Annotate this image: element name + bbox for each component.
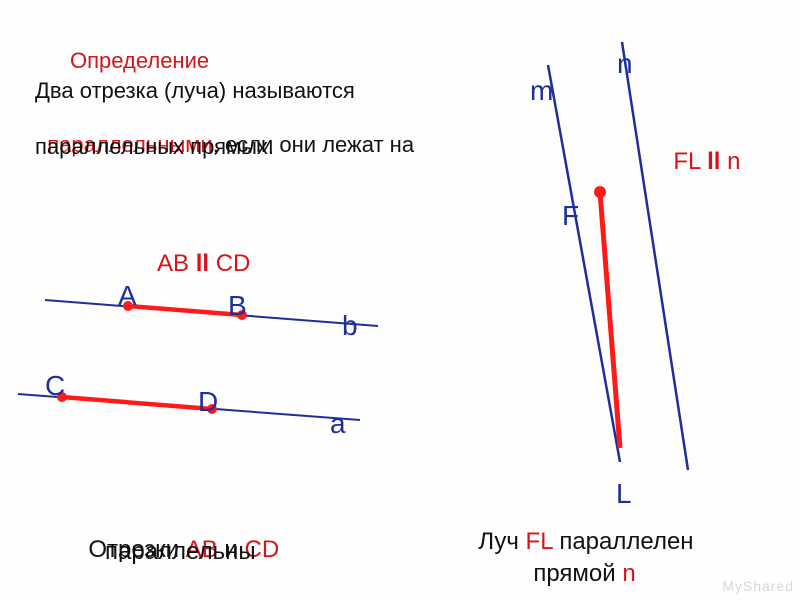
line-m	[548, 65, 620, 462]
watermark: MyShared	[722, 578, 794, 594]
cap-r-1a: Луч	[478, 528, 525, 555]
label-b-point: B	[228, 290, 247, 322]
caption-left-l2: параллельны	[105, 538, 256, 566]
label-d: D	[198, 386, 218, 418]
label-line-m: m	[530, 75, 553, 107]
line-n	[622, 42, 688, 470]
segment-ab	[128, 306, 242, 315]
cap-r-2b: n	[622, 560, 635, 587]
label-line-n: n	[617, 48, 633, 80]
cap-r-2a: прямой	[533, 560, 622, 587]
label-a: A	[118, 280, 137, 312]
label-line-b: b	[342, 310, 358, 342]
caption-right-l2: прямой n	[520, 532, 636, 588]
label-f: F	[562, 200, 579, 232]
point-f	[594, 186, 606, 198]
label-c: C	[45, 370, 65, 402]
label-line-a: a	[330, 408, 346, 440]
segment-cd	[62, 397, 212, 409]
